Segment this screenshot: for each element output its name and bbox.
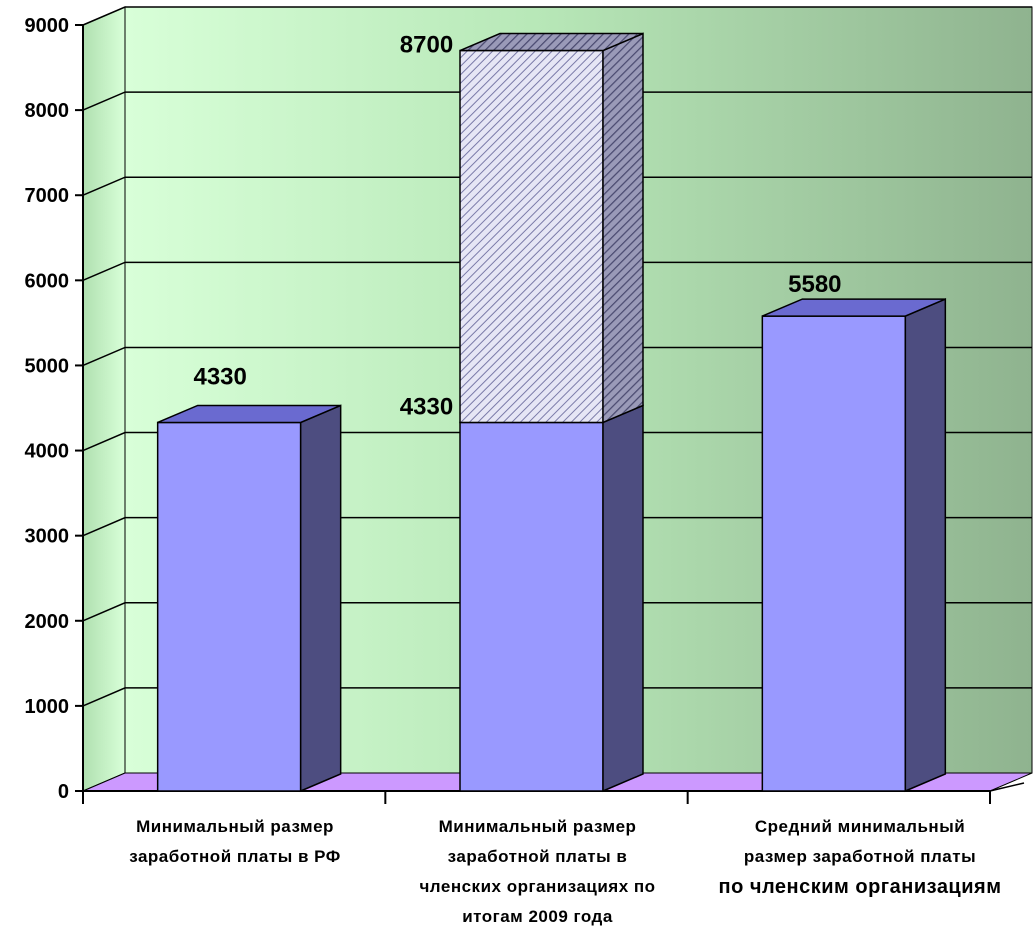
x-category-label-line: размер заработной платы: [743, 847, 977, 866]
y-tick-label: 0: [58, 781, 69, 803]
y-tick-label: 3000: [25, 526, 70, 548]
x-category-label: Минимальный размер заработной платы в РФ: [85, 812, 385, 872]
data-labels: 4330 4330 8700 5580: [193, 32, 841, 421]
gridline: [82, 602, 1032, 622]
y-tick-label: 5000: [25, 355, 70, 377]
bar-1-top: [459, 32, 644, 52]
data-label: 5580: [788, 271, 841, 298]
gridline: [82, 176, 1032, 196]
gridline: [82, 687, 1032, 707]
x-category-label: Минимальный размер заработной платы в член…: [385, 812, 690, 932]
bar-0-segment-0-front: [156, 421, 302, 792]
bars: [156, 32, 947, 793]
y-tick-label: 8000: [25, 100, 70, 122]
bar-0-top: [157, 404, 341, 424]
x-category-label-line: членских организациях по: [419, 877, 656, 896]
side-wall: [82, 6, 126, 792]
bar-1-segment-0-side: [602, 404, 644, 793]
y-tick-label: 6000: [25, 270, 70, 292]
x-category-label: Средний минимальный размер заработной пла…: [686, 812, 1034, 902]
y-tick-label: 4000: [25, 441, 70, 463]
axes: 0 1000 2000 3000 4000 5000 6000 7000 8000 9000: [25, 15, 1025, 804]
y-tick-label: 7000: [25, 185, 70, 207]
y-tick-label: 9000: [25, 15, 70, 37]
x-category-label-line: Минимальный размер: [136, 817, 334, 836]
gridline: [82, 346, 1032, 367]
gridline: [82, 431, 1032, 452]
gridlines: [82, 6, 1032, 707]
gridline: [82, 6, 1032, 26]
x-category-label-line: заработной платы в: [447, 847, 628, 866]
data-label: 8700: [400, 32, 453, 59]
y-tick-label: 1000: [25, 696, 70, 718]
x-category-label-line: заработной платы в РФ: [129, 847, 341, 866]
bar-2-segment-0-side: [904, 297, 947, 793]
x-axis-depth: [989, 782, 1025, 792]
x-category-label-line: итогам 2009 года: [462, 907, 613, 926]
data-label: 4330: [400, 393, 453, 420]
data-label: 4330: [193, 363, 246, 390]
gridline: [82, 261, 1032, 282]
bar-1-segment-1-side: [602, 32, 644, 424]
gridline: [82, 91, 1032, 111]
y-tick-label: 2000: [25, 611, 70, 633]
bar-1-segment-1-front: [459, 49, 604, 424]
x-category-label-line: Минимальный размер: [438, 817, 637, 836]
bar-1-segment-0-front: [459, 421, 604, 792]
bar-2-segment-0-front: [761, 315, 907, 792]
x-category-label-line: Средний минимальный: [754, 817, 966, 836]
x-category-label-line: по членским организациям: [718, 876, 1002, 898]
gridline: [82, 516, 1032, 537]
bar-0-segment-0-side: [299, 404, 342, 793]
bar-2-top: [762, 298, 946, 317]
